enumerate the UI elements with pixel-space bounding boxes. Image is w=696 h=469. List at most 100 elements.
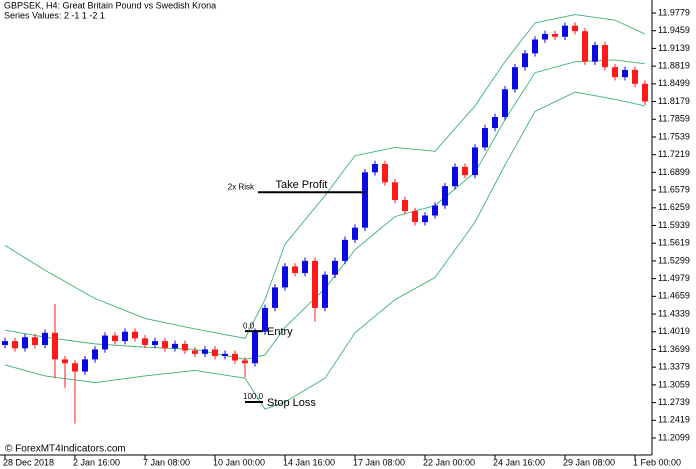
candle-body (492, 116, 498, 129)
candle-body (182, 343, 188, 351)
candle-body (552, 33, 558, 37)
candle-body (332, 260, 338, 275)
candle-body (312, 260, 318, 308)
candle-body (242, 360, 248, 364)
candle-body (482, 128, 488, 148)
y-tick-label: 11.6899 (658, 167, 690, 177)
y-tick-label: 11.8499 (658, 78, 690, 88)
chart-title: GBPSEK, H4: Great Britain Pound vs Swedi… (4, 0, 216, 10)
candle-body (382, 164, 388, 183)
candle-body (372, 164, 378, 173)
x-tick-label: 14 Jan 16:00 (283, 457, 335, 467)
candle-body (342, 239, 348, 261)
candle-body (592, 45, 598, 62)
candle-body (212, 349, 218, 357)
candle-body (42, 332, 48, 345)
candle-body (532, 39, 538, 54)
candle-body (52, 332, 58, 360)
candle-body (462, 166, 468, 176)
x-tick-label: 24 Jan 16:00 (493, 457, 545, 467)
candle-body (192, 350, 198, 354)
candle-body (12, 341, 18, 349)
y-tick-label: 11.5939 (658, 220, 690, 230)
level-label: Entry (267, 326, 293, 338)
band-lower (4, 91, 646, 410)
candle-body (612, 67, 618, 78)
candle-body (142, 338, 148, 345)
y-tick-label: 11.4339 (658, 308, 690, 318)
y-tick-label: 11.2419 (658, 415, 690, 425)
candle-body (162, 341, 168, 349)
y-tick-label: 11.8819 (658, 61, 690, 71)
candle-body (452, 166, 458, 187)
candle-body (232, 353, 238, 361)
y-tick-label: 11.8179 (658, 96, 690, 106)
y-tick-label: 11.7219 (658, 149, 690, 159)
candle-body (82, 359, 88, 372)
candle-body (262, 307, 268, 332)
y-tick-label: 11.2099 (658, 432, 690, 442)
candle-body (522, 53, 528, 68)
candle-body (22, 337, 28, 349)
candle-body (642, 83, 648, 102)
candle-body (282, 266, 288, 288)
candle-body (292, 266, 298, 274)
y-tick-label: 11.9139 (658, 43, 690, 53)
candle-body (122, 331, 128, 342)
band-upper (4, 14, 646, 339)
candle-body (572, 25, 578, 32)
band-middle (4, 59, 646, 360)
candle-body (472, 147, 478, 176)
candle-body (222, 353, 228, 357)
candle-body (352, 227, 358, 240)
candle-body (202, 349, 208, 354)
candle-body (432, 205, 438, 216)
x-tick-label: 22 Jan 00:00 (423, 457, 475, 467)
candle-body (62, 359, 68, 364)
candle-body (32, 337, 38, 345)
candle-body (2, 341, 8, 345)
candle-body (582, 31, 588, 62)
x-tick-label: 17 Jan 08:00 (353, 457, 405, 467)
watermark: © ForexMT4Indicators.com (5, 444, 126, 455)
candle-body (392, 182, 398, 200)
level-tag: 0.0 (243, 321, 255, 330)
x-tick-label: 28 Dec 2018 (3, 457, 54, 467)
candle-body (412, 211, 418, 223)
y-tick-label: 11.6579 (658, 184, 690, 194)
candle-body (512, 67, 518, 90)
y-tick-label: 11.3059 (658, 379, 690, 389)
y-tick-label: 11.9779 (658, 7, 690, 17)
candle-body (442, 186, 448, 206)
candle-body (172, 343, 178, 349)
x-tick-label: 29 Jan 08:00 (563, 457, 615, 467)
candle-body (92, 349, 98, 360)
candle-body (72, 363, 78, 372)
y-tick-label: 11.4019 (658, 326, 690, 336)
level-label: Stop Loss (267, 397, 316, 409)
candle-body (502, 89, 508, 117)
candle-body (102, 335, 108, 350)
candle-body (402, 199, 408, 212)
candle-body (362, 172, 368, 228)
y-tick-label: 11.3379 (658, 362, 690, 372)
candle-body (422, 215, 428, 223)
x-tick-label: 2 Jan 16:00 (73, 457, 120, 467)
x-tick-label: 1 Feb 00:00 (633, 457, 681, 467)
y-tick-label: 11.5299 (658, 255, 690, 265)
y-tick-label: 11.4979 (658, 273, 690, 283)
y-tick-label: 11.7859 (658, 114, 690, 124)
candle-body (252, 331, 258, 364)
candle-body (272, 287, 278, 308)
candle-body (302, 260, 308, 274)
level-tag: 100.0 (243, 392, 264, 401)
candle-body (632, 69, 638, 84)
candle-body (562, 25, 568, 37)
y-tick-label: 11.7539 (658, 131, 690, 141)
level-label: Take Profit (276, 179, 328, 191)
candle-body (322, 274, 328, 308)
candle-body (622, 69, 628, 78)
y-tick-label: 11.9459 (658, 25, 690, 35)
